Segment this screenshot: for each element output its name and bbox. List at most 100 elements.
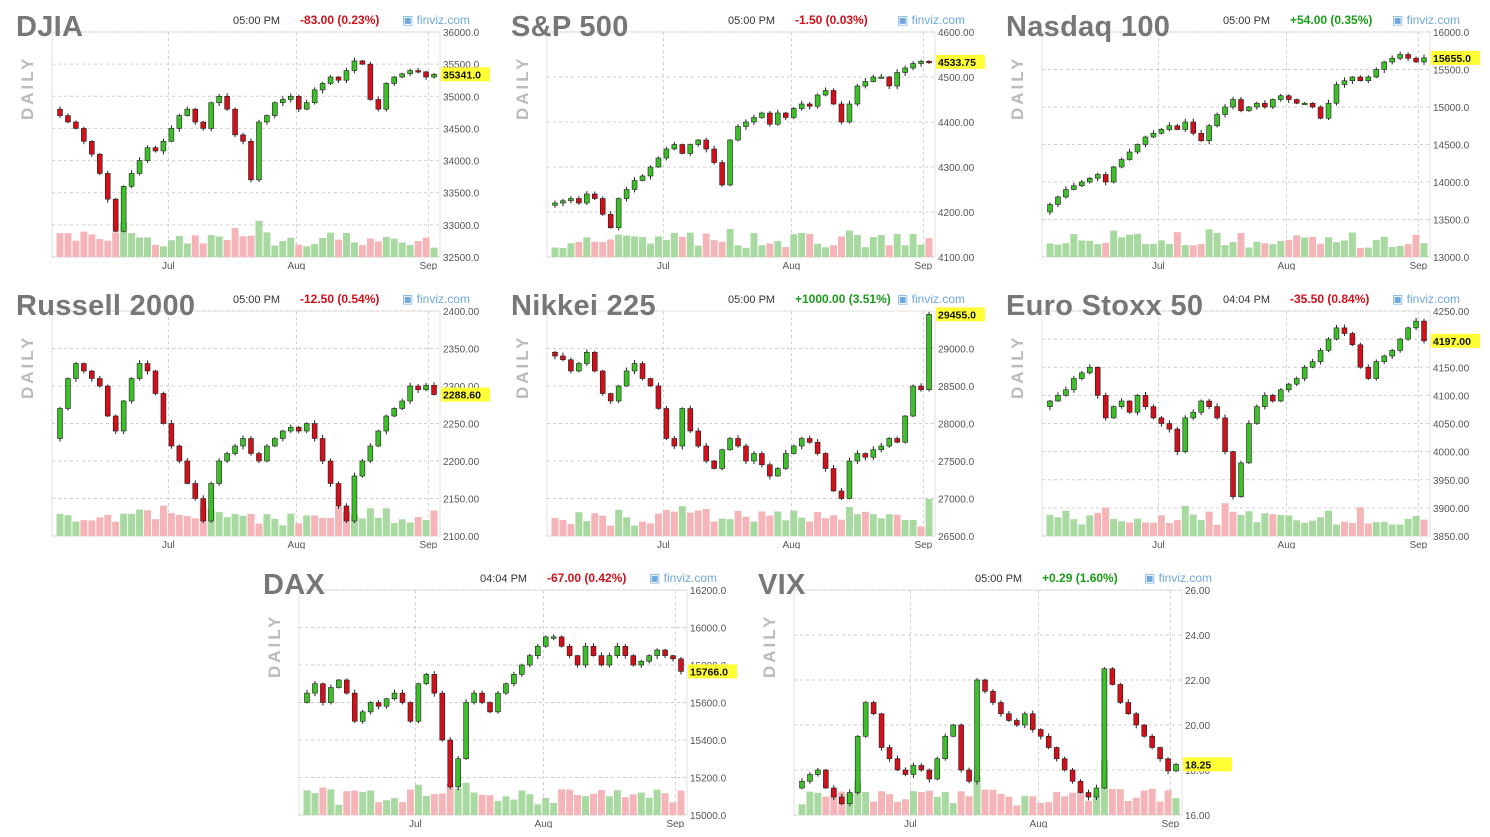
brand-watermark[interactable]: ▣ finviz.com [897,292,965,306]
volume-bar [806,791,814,815]
chart-panel-nasdaq100[interactable]: 16000.0 15500.0 15000.0 14500.0 14000.0 13500… [990,0,1480,270]
volume-bar [1333,242,1340,257]
candle-body [73,121,79,129]
volume-bar [350,242,358,257]
volume-bar [375,802,383,815]
volume-bar [295,244,303,257]
volume-bar [1237,232,1245,257]
candle-body [383,415,390,432]
volume-bar [1245,247,1253,257]
volume-bar [430,510,438,536]
candle-body [950,724,956,737]
price-change: -83.00 (0.23%) [300,13,380,27]
candle-body [918,60,924,64]
volume-bar [1364,247,1372,257]
chart-panel-eurostoxx50[interactable]: 4250.004200.004150.004100.004050.004000.… [990,279,1480,549]
volume-bar [933,796,941,815]
candle-body [894,438,900,443]
candle-body [679,144,686,154]
volume-bar [582,796,589,815]
volume-bar [1301,522,1309,536]
volume-bar [1277,515,1285,536]
candle-body [759,453,765,466]
chart-panel-nikkei225[interactable]: 29000.0 28500.0 28000.0 27500.0 27000.0 26500… [495,279,985,549]
volume-bar [1253,522,1261,536]
volume-bar [152,519,159,536]
volume-bar [350,514,358,536]
y-tick-label: 15200.0 [690,774,727,785]
y-tick-label: 14000.0 [1433,178,1470,189]
volume-bar [678,506,686,536]
candle-body [1102,174,1109,183]
volume-bar [1118,521,1126,536]
brand-watermark[interactable]: ▣ finviz.com [402,292,470,306]
candle-body [902,769,909,775]
brand-watermark[interactable]: ▣ finviz.com [402,13,470,27]
volume-bar [551,518,559,536]
volume-bar [390,238,398,257]
y-tick-label: 20.00 [1185,721,1210,732]
candle-body [671,438,678,447]
candle-body [383,83,390,110]
volume-bar [327,517,335,536]
candle-body [894,72,900,87]
candle-body [886,76,892,87]
volume-bar [406,245,414,257]
volume-bar [686,512,694,536]
candle-body [535,645,541,656]
candle-body [966,769,972,782]
candle-body [1238,99,1244,112]
candle-body [862,453,869,458]
candle-body [1373,69,1380,78]
volume-bar [566,789,574,815]
volume-bar [981,789,989,815]
y-tick-label: 15400.0 [690,736,727,747]
x-tick-label: Sep [1161,819,1179,828]
candle-body [97,378,103,387]
brand-watermark[interactable]: ▣ finviz.com [649,571,717,585]
candle-body [1134,395,1141,413]
candle-body [607,393,614,402]
candle-body [200,121,206,129]
candle-body [176,445,183,462]
brand-watermark[interactable]: ▣ finviz.com [1144,571,1212,585]
candle-body [1421,320,1427,342]
chart-canvas: 26.00 24.00 22.00 20.00 18.00 16.00 Jul Aug Sep 1… [793,586,1232,828]
volume-bar [1054,244,1062,257]
candle-body [552,202,558,206]
volume-bar [1149,522,1157,536]
volume-bar [1340,240,1348,257]
brand-watermark[interactable]: ▣ finviz.com [897,13,965,27]
candle-body [751,117,757,123]
volume-bar [654,513,662,536]
chart-panel-vix[interactable]: 26.00 24.00 22.00 20.00 18.00 16.00 Jul Aug Sep 1… [742,558,1232,828]
volume-bar [758,245,766,257]
chart-panel-russell2000[interactable]: 2400.00 2350.00 2300.00 2250.00 2200.00 2150.… [0,279,490,549]
candle-body [886,438,892,447]
brand-watermark[interactable]: ▣ finviz.com [1392,292,1460,306]
volume-bar [152,244,159,257]
y-tick-label: 2200.00 [443,457,480,468]
candle-body [280,99,286,104]
candle-body [319,438,326,462]
chart-panel-djia[interactable]: 36000.0 35500.0 35000.0 34500.0 34000.0 33500… [0,0,490,270]
chart-panel-dax[interactable]: 16200.016000.015800.015600.015400.015200… [247,558,737,828]
candle-body [144,147,151,161]
volume-bar [1045,802,1053,815]
period-label: DAILY [760,613,779,678]
volume-bar [1156,801,1164,815]
candle-body [168,128,175,142]
candle-body [503,683,509,694]
candle-body [823,769,829,789]
candle-body [910,63,916,69]
volume-bar [470,792,478,815]
candle-body [878,713,885,748]
candle-body [870,76,877,82]
chart-panel-sp500[interactable]: 4600.00 4500.00 4400.00 4300.00 4200.00 4100.… [495,0,985,270]
brand-watermark[interactable]: ▣ finviz.com [1392,13,1460,27]
volume-bar [263,232,271,257]
volume-bar [502,796,510,815]
volume-bar [1132,797,1140,815]
volume-bar [1062,243,1070,257]
candle-body [1037,729,1044,737]
